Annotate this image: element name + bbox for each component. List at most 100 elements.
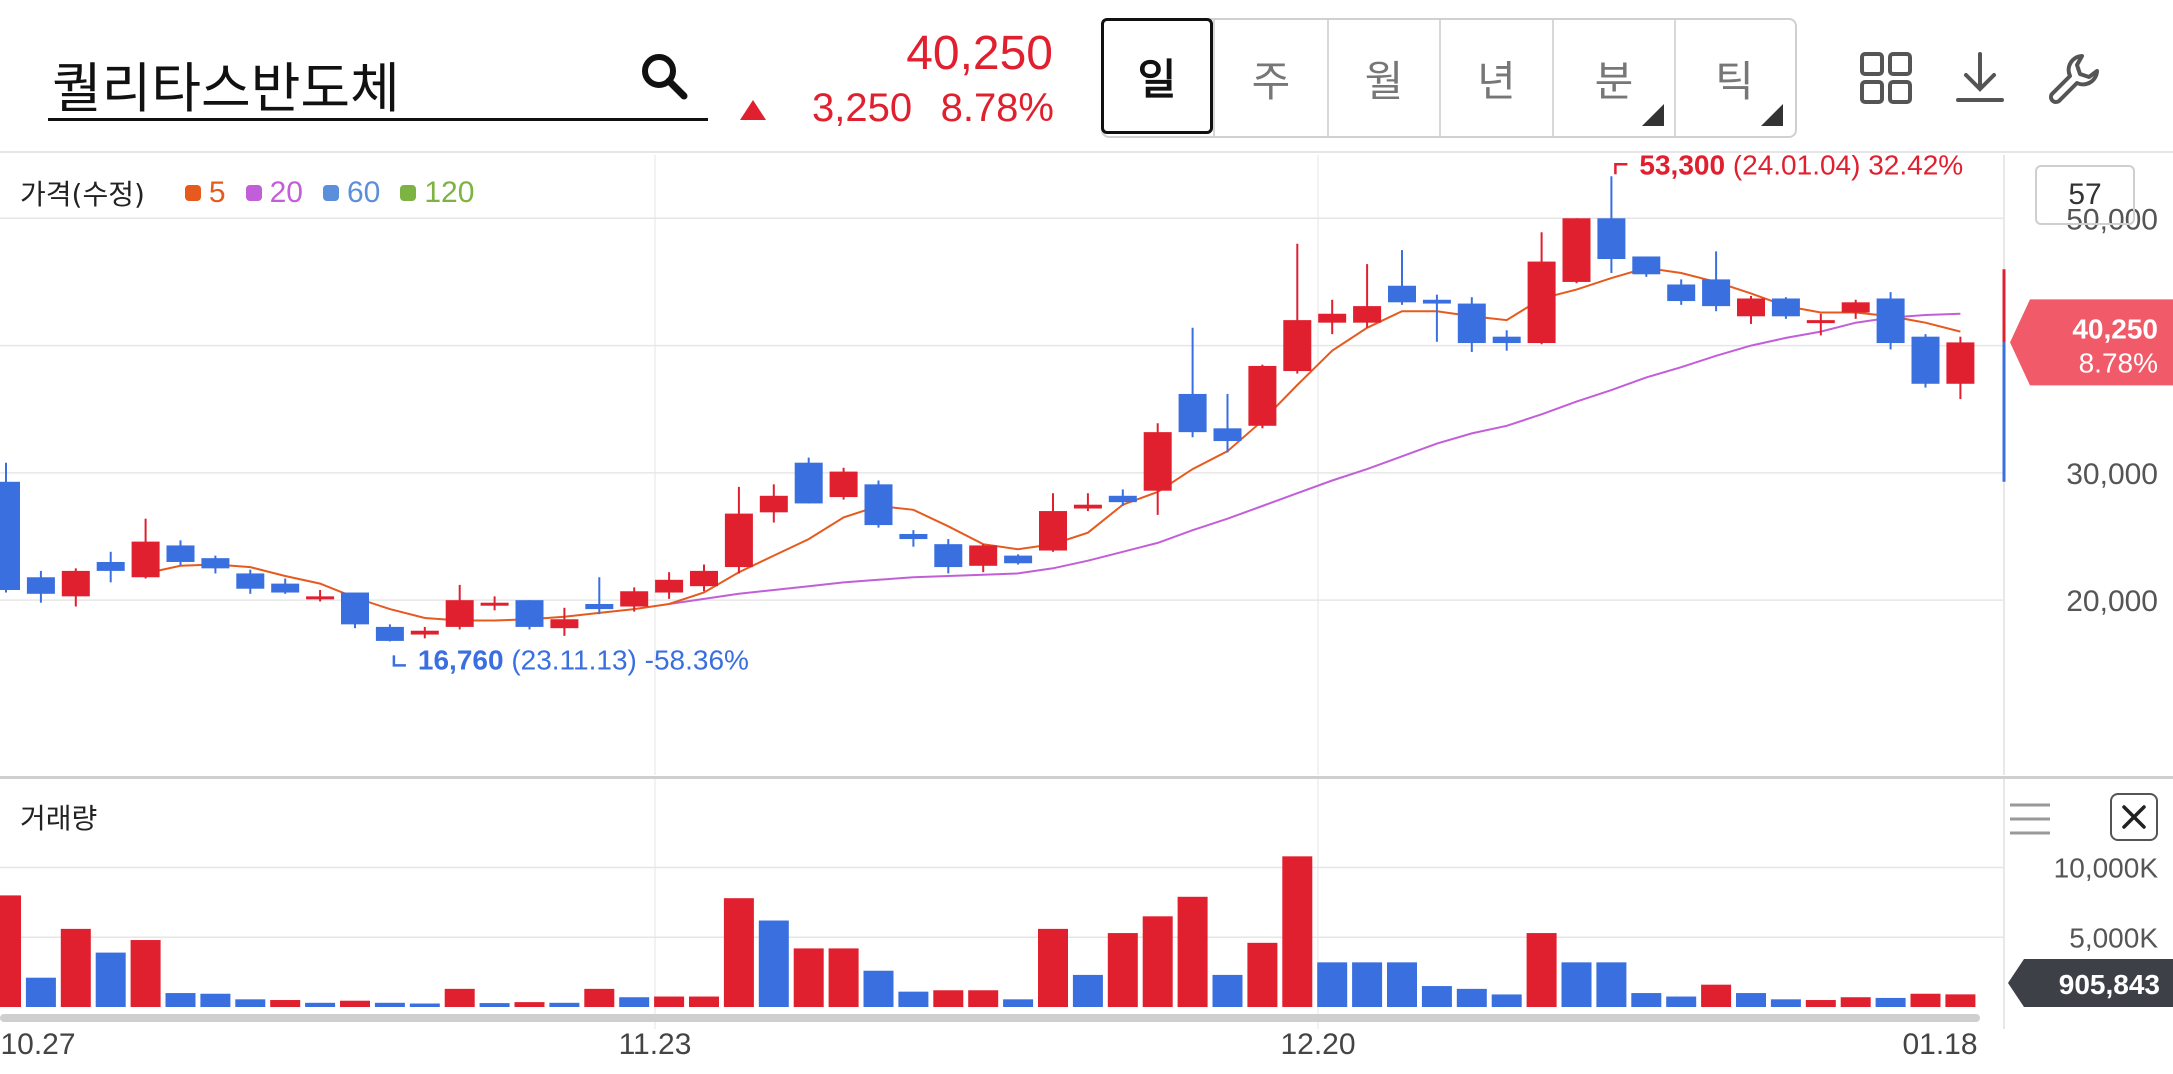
volume-bar — [235, 999, 266, 1007]
candle-body — [585, 603, 614, 610]
candle — [1457, 297, 1486, 352]
high-annotation-value: 53,300 — [1639, 155, 1732, 180]
candle — [1841, 299, 1870, 319]
candle-body — [969, 545, 998, 566]
change-percent: 8.78% — [940, 86, 1054, 130]
volume-tick-label: 5,000K — [2069, 922, 2158, 953]
candle-body — [341, 592, 369, 625]
close-icon[interactable] — [2110, 793, 2158, 841]
legend-ma5[interactable]: 5 — [184, 176, 226, 210]
wrench-settings-icon[interactable] — [2046, 50, 2102, 106]
up-triangle-icon — [740, 100, 766, 120]
low-annotation-value: 16,760 — [418, 644, 511, 675]
high-annotation: 53,300 (24.01.04) 32.42% — [1639, 155, 1963, 180]
candle — [724, 486, 753, 574]
volume-bar — [654, 996, 685, 1007]
candle — [1073, 493, 1102, 512]
volume-bar — [1736, 993, 1766, 1007]
candle — [585, 577, 614, 615]
price-tick-label: 20,000 — [2066, 585, 2158, 618]
stock-name-input[interactable]: 퀄리타스반도체 — [52, 57, 400, 120]
volume-bar — [1770, 999, 1801, 1007]
candle — [1667, 279, 1696, 305]
candle — [1527, 232, 1556, 345]
volume-bar — [1491, 994, 1522, 1007]
volume-bar — [1805, 1000, 1836, 1007]
candle — [1946, 336, 1975, 400]
hamburger-menu-icon[interactable] — [2008, 799, 2052, 839]
volume-bar — [1387, 962, 1417, 1007]
legend-ma20[interactable]: 20 — [245, 176, 303, 210]
current-price-tag — [2010, 299, 2173, 386]
volume-chart-svg[interactable]: 10,000K 5,000K 905,843 — [0, 779, 2173, 1029]
current-price-tag-value: 40,250 — [2072, 313, 2158, 344]
visible-count-button[interactable]: 57 — [2035, 165, 2135, 225]
x-axis-label: 10.27 — [0, 1028, 76, 1061]
candle — [201, 555, 230, 574]
candle-body — [1702, 279, 1731, 307]
x-axis-label: 11.23 — [618, 1028, 692, 1061]
tab-minute[interactable]: 분 — [1552, 20, 1674, 136]
volume-bar — [25, 977, 56, 1007]
volume-bar — [758, 920, 789, 1007]
candle-body — [1318, 313, 1347, 323]
candle-body — [1422, 299, 1451, 304]
candle-body — [410, 630, 439, 635]
current-volume-tag-value: 905,843 — [2059, 969, 2160, 1000]
candle — [1911, 334, 1940, 388]
candle — [1597, 176, 1626, 274]
volume-bar — [1840, 997, 1871, 1007]
candle-body — [1108, 495, 1137, 503]
tab-tick[interactable]: 틱 — [1674, 20, 1793, 136]
price-legend: 가격(수정) 5 20 60 120 — [20, 173, 494, 213]
ma5-swatch — [184, 185, 201, 201]
candle-body — [1213, 428, 1242, 442]
candle-body — [375, 626, 404, 641]
volume-bar — [793, 948, 824, 1007]
volume-bar — [1526, 933, 1557, 1007]
candle-body — [1806, 320, 1835, 324]
legend-title: 가격(수정) — [20, 178, 145, 211]
volume-bar — [1177, 896, 1208, 1007]
candle — [96, 551, 125, 583]
grid-layout-icon[interactable] — [1858, 50, 1914, 106]
volume-bar — [1456, 988, 1487, 1007]
volume-bar — [1317, 962, 1348, 1007]
candle-body — [306, 596, 335, 600]
legend-ma60[interactable]: 60 — [322, 176, 380, 210]
tab-year[interactable]: 년 — [1439, 20, 1552, 136]
search-icon[interactable] — [636, 48, 692, 104]
volume-bar — [340, 1000, 370, 1007]
tab-day[interactable]: 일 — [1101, 18, 1213, 134]
candle-body — [550, 619, 579, 629]
volume-bar — [60, 928, 91, 1007]
candle — [759, 484, 788, 523]
candle-body — [201, 558, 230, 569]
legend-ma120[interactable]: 120 — [400, 176, 474, 210]
candle-body — [1039, 511, 1067, 551]
volume-bar — [584, 988, 615, 1007]
candle-body — [1597, 218, 1626, 260]
volume-bar — [0, 895, 21, 1007]
download-icon[interactable] — [1952, 50, 2008, 106]
candle — [1702, 251, 1731, 312]
tab-week[interactable]: 주 — [1213, 20, 1327, 136]
horizontal-scrollbar[interactable] — [0, 1014, 1980, 1022]
candle — [26, 570, 55, 603]
volume-bar — [1910, 993, 1941, 1007]
candle-body — [1946, 342, 1975, 384]
price-change: 3,250 8.78% — [740, 86, 1054, 136]
candle — [480, 596, 509, 611]
volume-bar — [898, 991, 929, 1007]
candle — [410, 626, 439, 639]
candle — [829, 467, 858, 500]
tab-month[interactable]: 월 — [1327, 20, 1439, 136]
candle-body — [1876, 298, 1905, 344]
volume-bar — [444, 988, 475, 1007]
volume-bar — [828, 948, 859, 1007]
volume-bar — [1212, 974, 1243, 1007]
candle-body — [724, 513, 753, 568]
ma20-line — [668, 312, 1961, 605]
volume-bar — [1631, 993, 1662, 1007]
